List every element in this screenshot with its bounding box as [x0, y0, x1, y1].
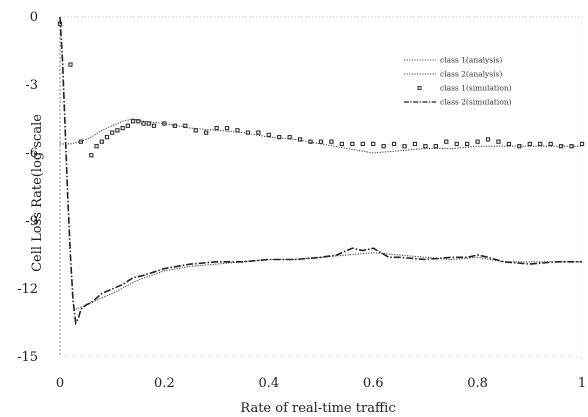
data-point — [444, 139, 449, 144]
data-point — [318, 139, 324, 144]
y-tick-label: 0 — [30, 10, 38, 25]
x-tick-label: 0.4 — [258, 376, 279, 391]
data-point — [506, 141, 512, 147]
data-point — [125, 123, 131, 128]
y-tick-label: -6 — [25, 146, 38, 161]
y-tick-label: -3 — [25, 78, 38, 93]
data-point — [193, 128, 198, 133]
data-point — [454, 141, 459, 147]
legend-label: class 1(simulation) — [440, 84, 512, 93]
x-tick-label: 0.8 — [467, 376, 488, 391]
data-point — [412, 141, 418, 147]
data-point — [527, 141, 532, 147]
data-point — [162, 121, 167, 126]
data-point — [485, 137, 491, 142]
data-point — [371, 141, 376, 147]
series-line — [75, 252, 582, 310]
data-point — [402, 144, 407, 149]
legend-item: class 1(simulation) — [417, 84, 512, 93]
data-point — [115, 128, 120, 133]
data-point — [78, 139, 84, 144]
data-point — [141, 121, 146, 126]
data-point — [256, 130, 261, 135]
series-3 — [57, 21, 585, 158]
data-point — [475, 139, 480, 144]
series-layer — [57, 16, 585, 326]
data-point — [245, 130, 251, 135]
x-axis-title: Rate of real-time traffic — [240, 401, 395, 416]
data-point — [558, 144, 564, 149]
legend-label: class 2(analysis) — [440, 70, 502, 79]
series-line — [59, 16, 582, 326]
data-point — [360, 141, 365, 147]
data-point — [496, 139, 501, 144]
y-tick-label: -9 — [25, 214, 38, 229]
data-point — [569, 144, 574, 149]
data-point — [266, 132, 271, 138]
legend: class 1(analysis) class 2(analysis) class … — [404, 56, 512, 107]
data-point — [329, 139, 334, 144]
series-4 — [59, 16, 582, 326]
data-point — [68, 62, 73, 67]
grid — [60, 16, 583, 358]
data-point — [287, 134, 292, 140]
y-axis-title: Cell Loss Rate(log scale — [30, 114, 45, 272]
data-point — [136, 119, 141, 124]
data-point — [517, 144, 522, 149]
data-point — [94, 144, 99, 149]
data-point — [579, 141, 585, 147]
data-point — [433, 144, 438, 149]
data-point — [99, 139, 104, 144]
tick-labels: 0 0.2 0.4 0.6 0.8 1 0 -3 -6 -9 -12 -15 — [17, 10, 586, 391]
x-tick-label: 0.6 — [363, 376, 384, 391]
x-tick-label: 0 — [56, 376, 64, 391]
data-point — [381, 144, 386, 149]
legend-item: class 1(analysis) — [404, 56, 502, 65]
legend-label: class 2(simulation) — [440, 98, 512, 107]
data-point — [465, 141, 470, 147]
data-point — [391, 141, 397, 147]
data-point — [204, 130, 209, 135]
data-point — [183, 123, 188, 128]
legend-item: class 2(simulation) — [404, 98, 512, 107]
data-point — [130, 119, 136, 124]
data-point — [110, 130, 115, 135]
data-point — [224, 125, 230, 131]
legend-marker — [417, 86, 422, 90]
data-point — [89, 153, 94, 158]
data-point — [339, 141, 345, 147]
data-point — [538, 141, 543, 147]
data-point — [235, 128, 240, 133]
data-point — [146, 121, 151, 126]
data-point — [104, 134, 110, 140]
data-point — [277, 134, 282, 140]
data-point — [172, 123, 177, 128]
data-point — [214, 125, 219, 131]
data-point — [120, 125, 125, 131]
data-point — [297, 137, 303, 142]
data-point — [308, 139, 313, 144]
data-point — [350, 141, 355, 147]
series-1 — [60, 118, 582, 154]
data-point — [151, 123, 157, 128]
legend-label: class 1(analysis) — [440, 56, 502, 65]
x-tick-label: 1 — [578, 376, 586, 391]
series-line — [60, 118, 582, 154]
data-point — [423, 144, 428, 149]
series-2 — [75, 252, 582, 310]
y-tick-label: -15 — [17, 350, 38, 365]
x-tick-label: 0.2 — [154, 376, 175, 391]
legend-item: class 2(analysis) — [404, 70, 502, 79]
y-tick-label: -12 — [17, 282, 38, 297]
data-point — [548, 141, 553, 147]
